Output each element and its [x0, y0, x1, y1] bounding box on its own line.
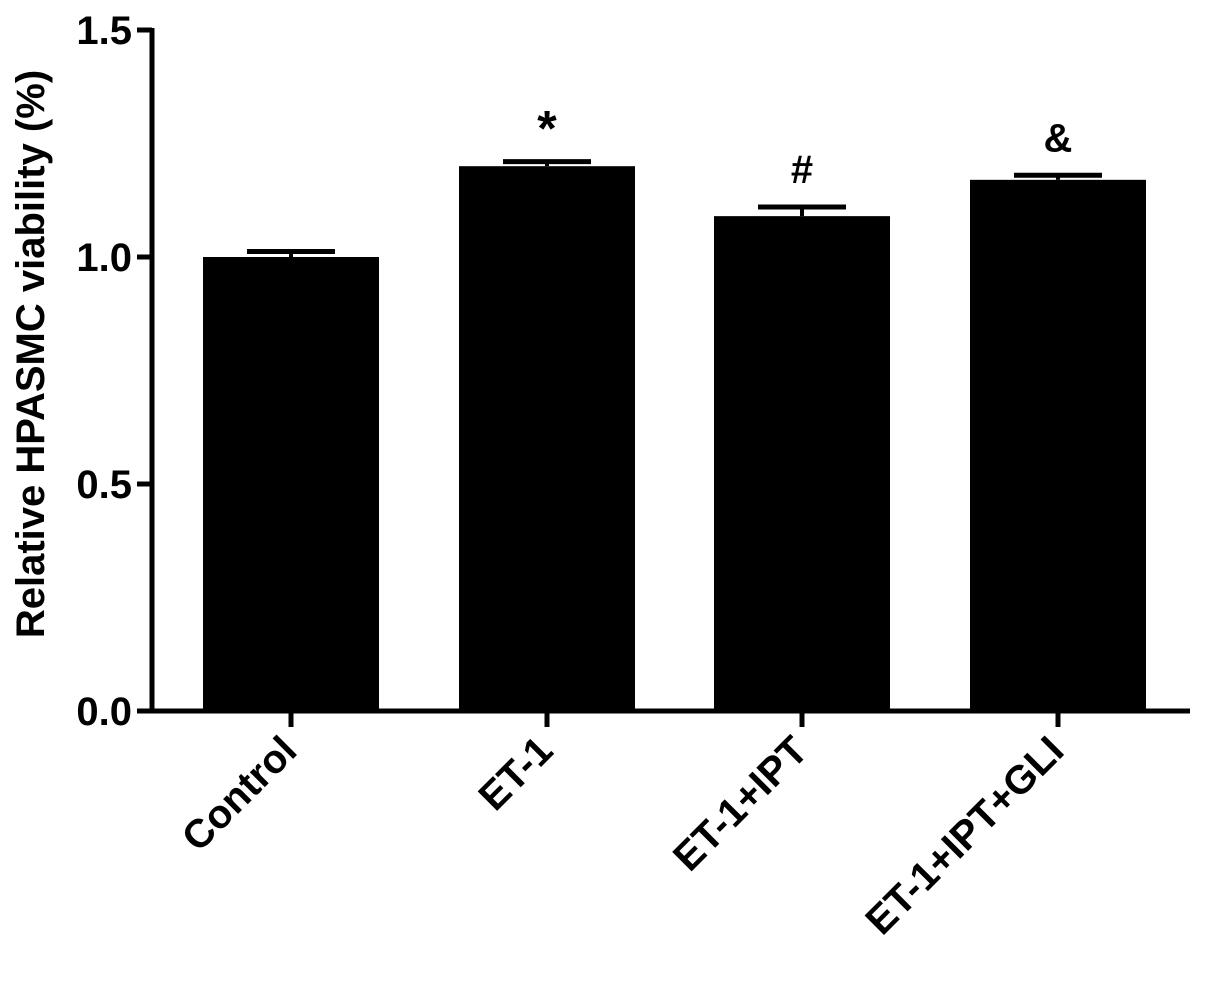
- x-tick-label: ET-1+IPT+GLI: [857, 728, 1072, 943]
- significance-marker: &: [1044, 116, 1073, 160]
- plot-area: * # & 0.0 0.5 1.0 1.5 Control ET-1 ET-1+IPT ET-1+I…: [76, 9, 1190, 943]
- bar-et-1-ipt: [714, 216, 890, 711]
- significance-marker: #: [791, 148, 813, 192]
- y-tick-label: 1.0: [76, 236, 132, 280]
- x-tick-label: ET-1: [471, 728, 562, 819]
- bar-et-1-ipt-gli: [970, 179, 1146, 711]
- significance-marker: *: [537, 101, 557, 157]
- x-tick-label: ET-1+IPT: [665, 728, 816, 879]
- bar-et-1: [459, 166, 635, 711]
- y-tick-label: 0.5: [76, 463, 132, 507]
- y-tick-label: 1.5: [76, 9, 132, 53]
- x-tick-label: Control: [174, 728, 306, 860]
- y-axis-label: Relative HPASMC viability (%): [9, 70, 53, 638]
- bar-control: [203, 257, 379, 711]
- y-tick-label: 0.0: [76, 690, 132, 734]
